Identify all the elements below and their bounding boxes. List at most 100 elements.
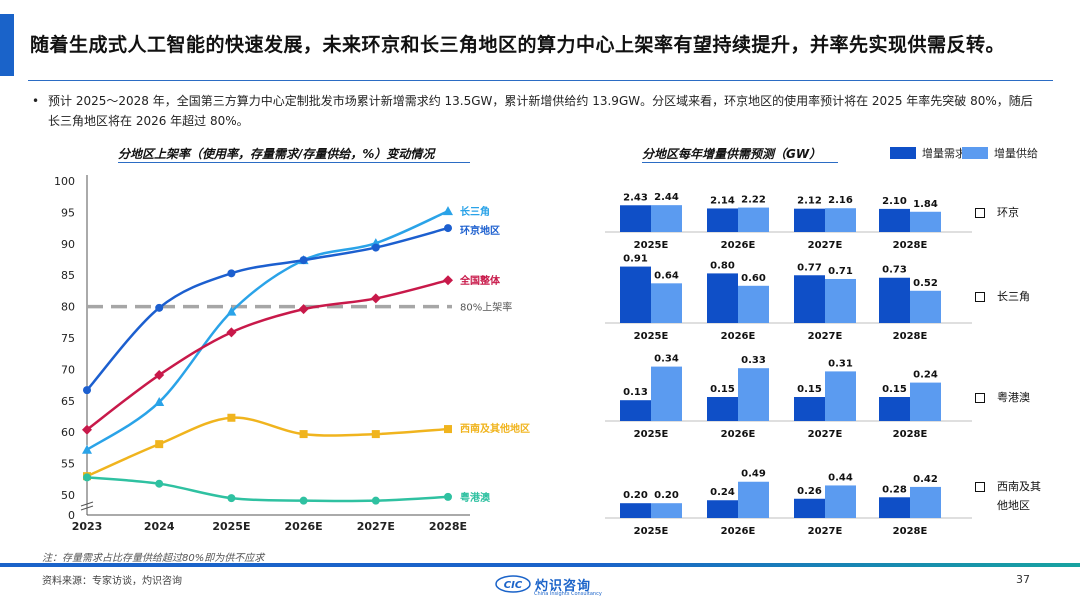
y-tick-label: 80	[61, 301, 75, 314]
demand-bar	[707, 500, 738, 518]
title-divider	[28, 80, 1053, 81]
logo-sub: China Insights Consultancy	[534, 591, 602, 597]
demand-value-label: 0.91	[623, 254, 648, 265]
data-point	[155, 479, 164, 488]
demand-bar	[620, 266, 651, 323]
region-line: 他地区	[997, 499, 1030, 512]
demand-bar	[620, 400, 651, 421]
region-line: 环京	[997, 206, 1019, 219]
supply-bar	[738, 368, 769, 421]
supply-bar	[825, 485, 856, 518]
demand-value-label: 0.77	[797, 262, 822, 273]
region-label-4: 西南及其 他地区	[975, 477, 1041, 515]
demand-value-label: 2.43	[623, 192, 648, 203]
line-chart: 0 50 55 60 65 70 75 80 85 90 95 100 2023 2024 2025E 202…	[54, 175, 530, 533]
company-logo: CIC 灼识咨询 China Insights Consultancy	[495, 574, 602, 597]
demand-bar	[620, 205, 651, 232]
demand-value-label: 0.28	[882, 484, 907, 495]
y-tick-label: 55	[61, 458, 75, 471]
region-box-icon	[975, 482, 985, 492]
cic-logo-icon: CIC	[495, 575, 531, 593]
region-line: 长三角	[997, 290, 1030, 303]
supply-bar	[651, 366, 682, 421]
supply-value-label: 0.42	[913, 474, 938, 485]
supply-value-label: 0.71	[828, 266, 853, 277]
legend-demand-swatch	[890, 147, 916, 159]
category-label: 2026E	[721, 331, 756, 342]
region-line: 粤港澳	[997, 391, 1030, 404]
summary-bullet: • 预计 2025～2028 年，全国第三方算力中心定制批发市场累计新增需求约 …	[32, 91, 1042, 131]
data-point	[226, 306, 237, 316]
data-point	[154, 397, 165, 407]
demand-value-label: 0.13	[623, 387, 648, 398]
y-tick-label: 60	[61, 426, 75, 439]
demand-bar	[707, 208, 738, 232]
category-label: 2026E	[721, 429, 756, 440]
axis-break-mark	[80, 501, 94, 507]
series-line	[86, 416, 449, 478]
category-label: 2027E	[808, 331, 843, 342]
series-line	[86, 226, 449, 391]
supply-value-label: 0.60	[741, 273, 766, 284]
supply-value-label: 0.44	[828, 472, 853, 483]
demand-value-label: 0.15	[797, 384, 822, 395]
region-label-1: 环京	[975, 203, 1019, 222]
category-label: 2026E	[721, 240, 756, 251]
data-point	[82, 424, 92, 435]
category-label: 2025E	[634, 331, 669, 342]
supply-value-label: 0.33	[741, 355, 766, 366]
title-accent-bar	[0, 14, 14, 76]
supply-value-label: 0.34	[654, 354, 679, 365]
category-label: 2025E	[634, 526, 669, 537]
demand-value-label: 2.14	[710, 195, 735, 206]
data-point	[298, 304, 309, 315]
data-point	[371, 496, 380, 505]
legend-supply-label: 增量供给	[994, 147, 1038, 160]
footer-divider	[0, 563, 1080, 567]
y-tick-label: 0	[68, 509, 75, 522]
supply-bar	[910, 290, 941, 323]
legend-demand-label: 增量需求	[922, 147, 966, 160]
supply-bar	[910, 486, 941, 518]
demand-bar	[879, 397, 910, 421]
data-point	[227, 269, 236, 278]
supply-bar	[738, 481, 769, 518]
category-label: 2026E	[721, 526, 756, 537]
region-label-3: 粤港澳	[975, 388, 1030, 407]
y-tick-label: 90	[61, 238, 75, 251]
demand-value-label: 0.26	[797, 486, 822, 497]
category-label: 2028E	[893, 331, 928, 342]
demand-value-label: 0.20	[623, 490, 648, 501]
y-tick-label: 70	[61, 363, 75, 376]
x-tick-label: 2024	[144, 520, 175, 533]
category-label: 2028E	[893, 429, 928, 440]
demand-bar	[879, 208, 910, 232]
demand-bar	[879, 497, 910, 518]
series-line	[86, 476, 449, 503]
supply-value-label: 0.49	[741, 469, 766, 480]
page-title: 随着生成式人工智能的快速发展，未来环京和长三角地区的算力中心上架率有望持续提升，…	[30, 34, 1006, 56]
line-chart-title: 分地区上架率（使用率，存量需求/存量供给，%）变动情况	[118, 147, 435, 161]
region-line: 西南及其	[997, 480, 1041, 493]
data-point	[370, 293, 381, 304]
category-label: 2027E	[808, 526, 843, 537]
legend-supply-swatch	[962, 147, 988, 159]
demand-value-label: 0.15	[710, 384, 735, 395]
supply-value-label: 0.20	[654, 490, 679, 501]
bar-chart: 2.43 2.44 2025E 2.14 2.22 2026E 2.12 2.16 2027E 2…	[605, 192, 972, 537]
series-label: 环京地区	[460, 224, 500, 237]
region-box-icon	[975, 292, 985, 302]
category-label: 2027E	[808, 429, 843, 440]
supply-value-label: 0.31	[828, 358, 853, 369]
data-point	[154, 370, 165, 381]
data-point	[226, 327, 237, 338]
x-tick-label: 2026E	[285, 520, 323, 533]
demand-bar	[707, 273, 738, 323]
y-tick-label: 85	[61, 269, 75, 282]
region-box-icon	[975, 208, 985, 218]
supply-bar	[910, 211, 941, 232]
category-label: 2028E	[893, 526, 928, 537]
supply-value-label: 1.84	[913, 199, 938, 210]
summary-text: 预计 2025～2028 年，全国第三方算力中心定制批发市场累计新增需求约 13…	[48, 94, 1033, 128]
supply-bar	[825, 371, 856, 421]
